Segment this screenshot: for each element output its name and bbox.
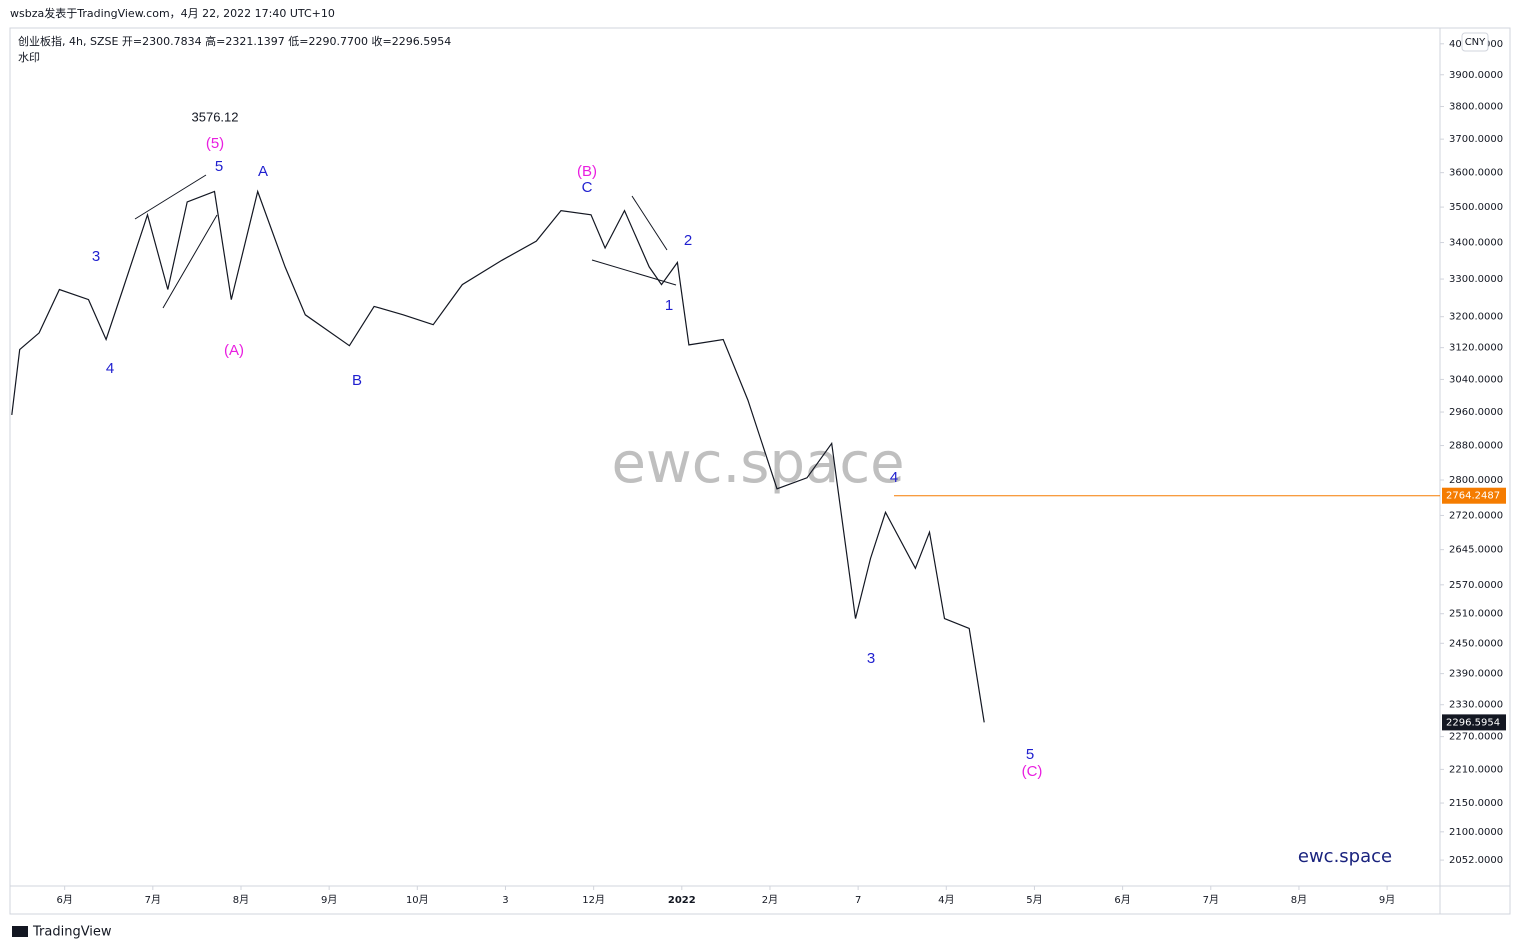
trend-line <box>631 195 668 251</box>
price-tag <box>1442 487 1506 504</box>
y-tick-label: 2880.0000 <box>1449 441 1503 452</box>
y-tick-label: 2330.0000 <box>1449 700 1503 711</box>
x-tick-label: 9月 <box>321 894 337 906</box>
brand: ewc.space <box>1298 846 1392 867</box>
tv-logo <box>12 926 28 937</box>
y-tick-label: 2800.0000 <box>1449 475 1503 486</box>
y-tick-label: 2960.0000 <box>1449 407 1503 418</box>
x-tick-label: 7月 <box>145 894 161 906</box>
y-tick-label: 2210.0000 <box>1449 764 1503 775</box>
x-tick-label: 10月 <box>406 894 429 906</box>
footer: TradingView <box>32 925 112 940</box>
wave-label: (5) <box>206 135 224 152</box>
wave-label: 3 <box>92 248 100 265</box>
y-tick-label: 3040.0000 <box>1449 374 1503 385</box>
watermark: ewc.space <box>611 431 904 496</box>
price-line <box>11 189 985 723</box>
byline: wsbza发表于TradingView.com，4月 22, 2022 17:4… <box>10 6 335 20</box>
y-tick-label: 3900.0000 <box>1449 70 1503 81</box>
x-tick-label: 5月 <box>1026 894 1042 906</box>
wave-label: (C) <box>1022 763 1043 780</box>
x-tick-label: 4月 <box>938 894 954 906</box>
y-tick-label: 3400.0000 <box>1449 238 1503 249</box>
currency-badge <box>1461 32 1489 52</box>
y-tick-label: 2100.0000 <box>1449 827 1503 838</box>
wave-label: C <box>582 179 593 196</box>
wave-label: 1 <box>665 297 673 314</box>
y-tick-label: 2052.0000 <box>1449 855 1503 866</box>
wave-label: A <box>258 163 268 180</box>
y-tick-label: 3700.0000 <box>1449 134 1503 145</box>
wave-label: B <box>352 372 362 389</box>
y-tick-label: 3120.0000 <box>1449 343 1503 354</box>
trend-line <box>162 214 218 309</box>
x-tick-label: 7月 <box>1203 894 1219 906</box>
y-tick-label: 2450.0000 <box>1449 638 1503 649</box>
wave-label: (A) <box>224 342 244 359</box>
x-tick-label: 7 <box>855 895 861 906</box>
x-tick-label: 2022 <box>668 895 696 906</box>
x-tick-label: 3 <box>502 895 508 906</box>
y-tick-label: 3800.0000 <box>1449 102 1503 113</box>
symbol-line: 创业板指, 4h, SZSE 开=2300.7834 高=2321.1397 低… <box>18 34 451 48</box>
y-tick-label: 2570.0000 <box>1449 580 1503 591</box>
wave-label: (B) <box>577 163 597 180</box>
wave-label: 3576.12 <box>192 109 239 124</box>
wave-label: 4 <box>890 469 898 486</box>
x-tick-label: 6月 <box>1114 894 1130 906</box>
wave-label: 5 <box>1026 746 1034 763</box>
x-tick-label: 8月 <box>1291 894 1307 906</box>
x-tick-label: 2月 <box>762 894 778 906</box>
y-tick-label: 3200.0000 <box>1449 312 1503 323</box>
price-tag-label: 2764.2487 <box>1446 491 1500 502</box>
y-tick-label: 2510.0000 <box>1449 609 1503 620</box>
currency: CNY <box>1465 37 1486 48</box>
x-tick-label: 6月 <box>56 894 72 906</box>
trend-lines <box>134 174 677 309</box>
x-tick-label: 8月 <box>233 894 249 906</box>
x-tick-label: 12月 <box>582 894 605 906</box>
watermark-label: 水印 <box>18 51 40 64</box>
wave-label: 5 <box>215 158 223 175</box>
trend-line <box>134 174 207 220</box>
y-tick-label: 2645.0000 <box>1449 545 1503 556</box>
y-tick-label: 2150.0000 <box>1449 798 1503 809</box>
y-tick-label: 3600.0000 <box>1449 168 1503 179</box>
y-tick-label: 2390.0000 <box>1449 669 1503 680</box>
x-tick-label: 9月 <box>1379 894 1395 906</box>
wave-label: 3 <box>867 650 875 667</box>
trend-line <box>591 259 677 286</box>
frame <box>9 27 1511 915</box>
y-tick-label: 2270.0000 <box>1449 732 1503 743</box>
wave-label: 2 <box>684 232 692 249</box>
price-tag-label: 2296.5954 <box>1446 717 1500 728</box>
price-tag <box>1442 714 1506 731</box>
y-tick-label: 3500.0000 <box>1449 202 1503 213</box>
y-tick-label: 3300.0000 <box>1449 274 1503 285</box>
y-tick-label: 2720.0000 <box>1449 510 1503 521</box>
wave-label: 4 <box>106 360 114 377</box>
